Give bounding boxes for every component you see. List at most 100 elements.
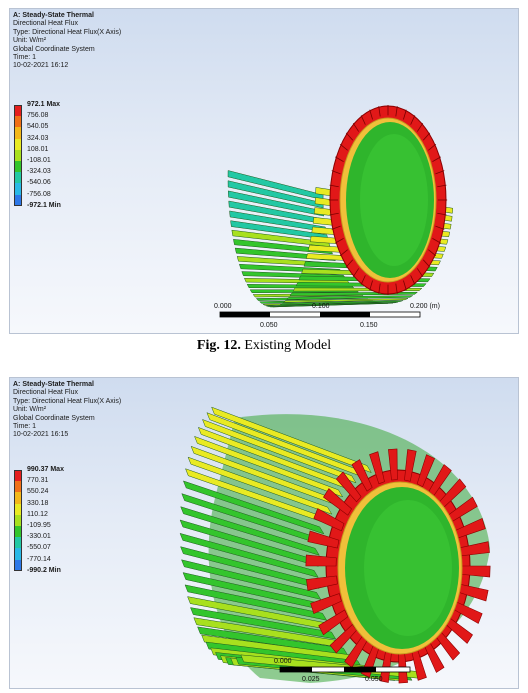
scale-tick: 0.200 (m) — [410, 303, 440, 310]
fin — [182, 480, 325, 535]
fin — [279, 300, 404, 306]
scale-tick: 0.150 — [360, 322, 378, 329]
fin-edge — [352, 268, 360, 278]
fin-edge — [352, 122, 360, 132]
fin — [227, 180, 324, 209]
fin-edge — [416, 268, 424, 278]
bore-shading — [360, 134, 428, 266]
fin-edge — [339, 249, 348, 257]
fin-edge — [339, 143, 348, 151]
fin-edge — [428, 249, 437, 257]
fin-edge — [335, 238, 344, 244]
fin-tooth — [388, 448, 398, 481]
bore-shading — [364, 500, 452, 636]
finned-housing-model — [179, 406, 491, 684]
fin-tooth — [318, 609, 349, 636]
fin-edge — [432, 156, 441, 162]
fin-edge — [378, 283, 381, 294]
legend-label: 324.03 — [27, 134, 49, 142]
fin — [276, 301, 399, 307]
info-line: Time: 1 — [13, 423, 37, 431]
fin-edge — [416, 122, 424, 132]
fin-edge — [378, 106, 381, 117]
legend-label: 972.1 Max — [27, 101, 61, 108]
info-line: Type: Directional Heat Flux(X Axis) — [13, 397, 122, 405]
info-line: Global Coordinate System — [13, 45, 95, 53]
legend-swatch — [14, 481, 22, 493]
legend-swatch — [14, 127, 22, 139]
fin-edge — [331, 170, 341, 175]
legend-label: -108.01 — [27, 156, 51, 164]
result-info: A: Steady-State Thermal Directional Heat… — [13, 12, 121, 71]
fin-edge — [395, 283, 398, 294]
legend-label: -756.08 — [27, 190, 51, 198]
fin-edge — [369, 280, 373, 291]
fin — [187, 596, 332, 631]
fin-edge — [329, 212, 339, 216]
legend-swatch — [14, 514, 22, 526]
fin-edge — [360, 115, 366, 125]
legend-swatch — [14, 172, 22, 184]
info-line: Type: Directional Heat Flux(X Axis) — [13, 28, 122, 36]
fin — [227, 190, 325, 217]
fin — [286, 295, 414, 300]
scale-bar: 0.000 0.100 0.200 (m) 0.050 0.150 — [214, 303, 440, 329]
fin — [194, 435, 344, 498]
fin — [184, 584, 328, 621]
legend-label: 770.31 — [27, 477, 49, 485]
legend-swatch — [14, 105, 22, 117]
fin-edge — [345, 259, 354, 268]
info-line: 10-02-2021 16:15 — [13, 431, 69, 439]
legend-label: -770.14 — [27, 555, 51, 563]
fin-tooth — [369, 451, 385, 485]
finned-housing-model — [227, 105, 454, 308]
fin-tooth — [335, 471, 362, 503]
fin-tooth — [416, 454, 435, 488]
legend-label: 110.12 — [27, 510, 48, 518]
fin — [211, 406, 372, 474]
legend-swatch — [14, 559, 22, 571]
fin-edge — [435, 225, 445, 230]
scale-tick: 0.025 — [302, 676, 320, 683]
legend-swatch — [14, 525, 22, 538]
caption-label: Fig. 12. — [196, 338, 241, 353]
fin-tooth — [307, 530, 340, 549]
fin-edge — [369, 109, 373, 120]
fin-edge — [435, 170, 445, 175]
legend-label: 756.08 — [27, 112, 49, 120]
fin-edge — [395, 106, 398, 117]
legend-swatch — [14, 183, 22, 195]
scale-tick: 0.000 — [274, 658, 292, 665]
legend-label: -109.95 — [27, 521, 51, 529]
fin — [182, 572, 324, 611]
legend-swatch — [14, 537, 22, 549]
fin-tooth — [306, 575, 338, 591]
info-line: Unit: W/m² — [13, 37, 47, 45]
fin-tooth — [313, 508, 345, 532]
legend-swatch — [14, 149, 22, 161]
legend-label: 990.37 Max — [27, 466, 64, 473]
fin-tooth — [351, 459, 373, 492]
legend-label: -990.2 Min — [27, 566, 61, 574]
fin-tooth — [329, 624, 357, 654]
info-line: A: Steady-State Thermal — [13, 12, 94, 19]
legend-swatch — [14, 492, 22, 504]
legend-swatch — [14, 548, 22, 560]
scale-tick: 0.050 — [365, 676, 383, 683]
legend-swatch — [14, 116, 22, 128]
figure-caption: Fig. 12. Existing Model — [0, 338, 528, 354]
caption-text: Existing Model — [240, 338, 332, 353]
fin-edge — [403, 109, 407, 120]
legend-label: 550.24 — [27, 488, 49, 496]
info-line: Time: 1 — [13, 54, 37, 62]
legend-label: -550.07 — [27, 544, 51, 552]
fin-edge — [345, 132, 354, 141]
legend-label: -540.06 — [27, 179, 51, 187]
figure-12-panel: A: Steady-State Thermal Directional Heat… — [9, 8, 519, 334]
scale-bar: 0.000 0.025 0.050 — [274, 658, 411, 683]
fin-tooth — [310, 593, 342, 615]
fin — [233, 239, 333, 255]
fin-edge — [403, 280, 407, 291]
info-line: Global Coordinate System — [13, 414, 95, 422]
fin-edge — [335, 156, 344, 162]
